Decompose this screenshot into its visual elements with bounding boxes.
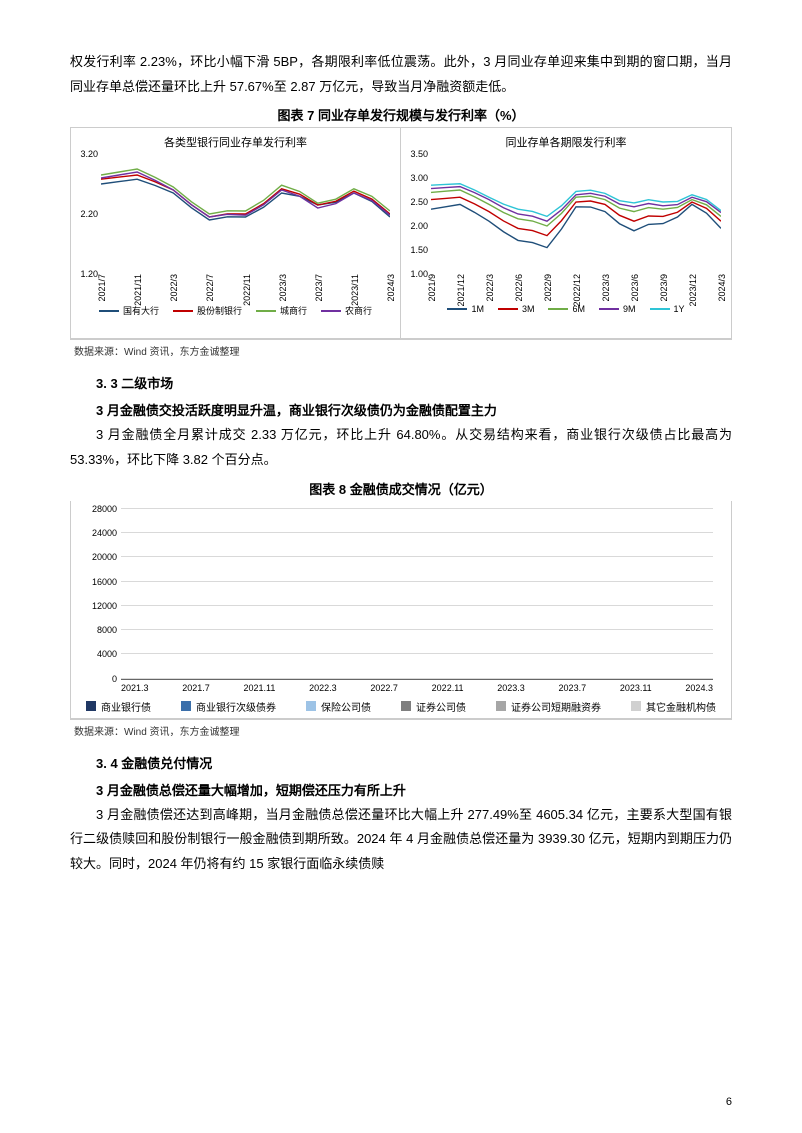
x-tick: 2022/12: [572, 274, 582, 309]
y-tick: 3.50: [410, 149, 431, 159]
x-tick: 2021.3: [121, 683, 149, 693]
x-tick: 2023/3: [601, 274, 611, 304]
y-tick: 20000: [92, 552, 121, 562]
legend-item: 国有大行: [99, 304, 159, 317]
x-tick: 2023.7: [559, 683, 587, 693]
section-3-3-lead: 3 月金融债交投活跃度明显升温，商业银行次级债仍为金融债配置主力: [70, 400, 732, 419]
legend-item: 农商行: [321, 304, 372, 317]
chart7-container: 各类型银行同业存单发行利率 1.202.203.202021/72021/112…: [70, 127, 732, 339]
x-tick: 2023/9: [659, 274, 669, 304]
chart7-right-legend: 1M3M6M9M1Y: [401, 304, 731, 314]
x-tick: 2023.3: [497, 683, 525, 693]
x-tick: 2022.3: [309, 683, 337, 693]
x-tick: 2021.7: [182, 683, 210, 693]
section-3-4-lead: 3 月金融债总偿还量大幅增加，短期偿还压力有所上升: [70, 780, 732, 799]
section-3-4-title: 3. 4 金融债兑付情况: [70, 753, 732, 772]
x-tick: 2024.3: [685, 683, 713, 693]
legend-item: 证券公司债: [401, 699, 466, 714]
chart7-left-title: 各类型银行同业存单发行利率: [71, 128, 400, 150]
page-number: 6: [726, 1096, 732, 1108]
x-tick: 2023/12: [688, 274, 698, 309]
chart8-source: 数据来源：Wind 资讯，东方金诚整理: [70, 719, 732, 741]
x-tick: 2022.7: [370, 683, 398, 693]
y-tick: 3.00: [410, 173, 431, 183]
x-tick: 2021.11: [244, 683, 276, 693]
x-tick: 2024/3: [717, 274, 727, 304]
legend-item: 9M: [599, 304, 636, 314]
chart8-legend: 商业银行债 商业银行次级债券 保险公司债 证券公司债 证券公司短期融资券 其它金融机构债: [85, 699, 717, 714]
x-tick: 2022/3: [169, 274, 179, 304]
legend-item: 商业银行债: [86, 699, 151, 714]
x-tick: 2023.11: [620, 683, 652, 693]
y-tick: 4000: [97, 649, 121, 659]
section-3-3-body: 3 月金融债全月累计成交 2.33 万亿元，环比上升 64.80%。从交易结构来…: [70, 423, 732, 472]
x-tick: 2022/3: [485, 274, 495, 304]
y-tick: 24000: [92, 528, 121, 538]
chart8-title: 图表 8 金融债成交情况（亿元）: [70, 479, 732, 498]
y-tick: 16000: [92, 577, 121, 587]
x-tick: 2023/7: [314, 274, 324, 304]
y-tick: 0: [112, 674, 121, 684]
y-tick: 12000: [92, 601, 121, 611]
section-3-3-title: 3. 3 二级市场: [70, 373, 732, 392]
x-tick: 2023/11: [350, 274, 360, 308]
chart8-plot: 0400080001200016000200002400028000: [121, 509, 713, 680]
chart8-container: 0400080001200016000200002400028000 2021.…: [70, 501, 732, 719]
y-tick: 8000: [97, 625, 121, 635]
x-tick: 2021/7: [97, 274, 107, 304]
x-tick: 2022/7: [205, 274, 215, 304]
x-tick: 2023/6: [630, 274, 640, 304]
chart7-title: 图表 7 同业存单发行规模与发行利率（%）: [70, 105, 732, 124]
legend-item: 证券公司短期融资券: [496, 699, 601, 714]
y-tick: 3.20: [80, 149, 101, 159]
x-tick: 2021/12: [456, 274, 466, 309]
section-3-4-body: 3 月金融债偿还达到高峰期，当月金融债总偿还量环比大幅上升 277.49%至 4…: [70, 803, 732, 877]
y-tick: 1.50: [410, 245, 431, 255]
x-tick: 2022/6: [514, 274, 524, 304]
x-tick: 2022.11: [432, 683, 464, 693]
legend-item: 3M: [498, 304, 535, 314]
chart8-xaxis: 2021.3 2021.7 2021.11 2022.3 2022.7 2022.11 20…: [121, 683, 713, 693]
legend-item: 1Y: [650, 304, 685, 314]
x-tick: 2021/11: [133, 274, 143, 308]
chart7-right-plot: 1.001.502.002.503.003.502021/92021/12202…: [431, 154, 721, 274]
chart7-right-title: 同业存单各期限发行利率: [401, 128, 731, 150]
x-tick: 2021/9: [427, 274, 437, 304]
y-tick: 2.20: [80, 209, 101, 219]
intro-paragraph: 权发行利率 2.23%，环比小幅下滑 5BP，各期限利率低位震荡。此外，3 月同…: [70, 50, 732, 99]
legend-item: 保险公司债: [306, 699, 371, 714]
legend-item: 城商行: [256, 304, 307, 317]
y-tick: 28000: [92, 504, 121, 514]
legend-item: 股份制银行: [173, 304, 242, 317]
legend-item: 商业银行次级债券: [181, 699, 276, 714]
y-tick: 2.50: [410, 197, 431, 207]
y-tick: 2.00: [410, 221, 431, 231]
chart7-left-plot: 1.202.203.202021/72021/112022/32022/7202…: [101, 154, 390, 274]
legend-item: 其它金融机构债: [631, 699, 716, 714]
x-tick: 2023/3: [278, 274, 288, 304]
chart7-source: 数据来源：Wind 资讯，东方金诚整理: [70, 339, 732, 361]
x-tick: 2024/3: [386, 274, 396, 304]
x-tick: 2022/11: [242, 274, 252, 308]
x-tick: 2022/9: [543, 274, 553, 304]
